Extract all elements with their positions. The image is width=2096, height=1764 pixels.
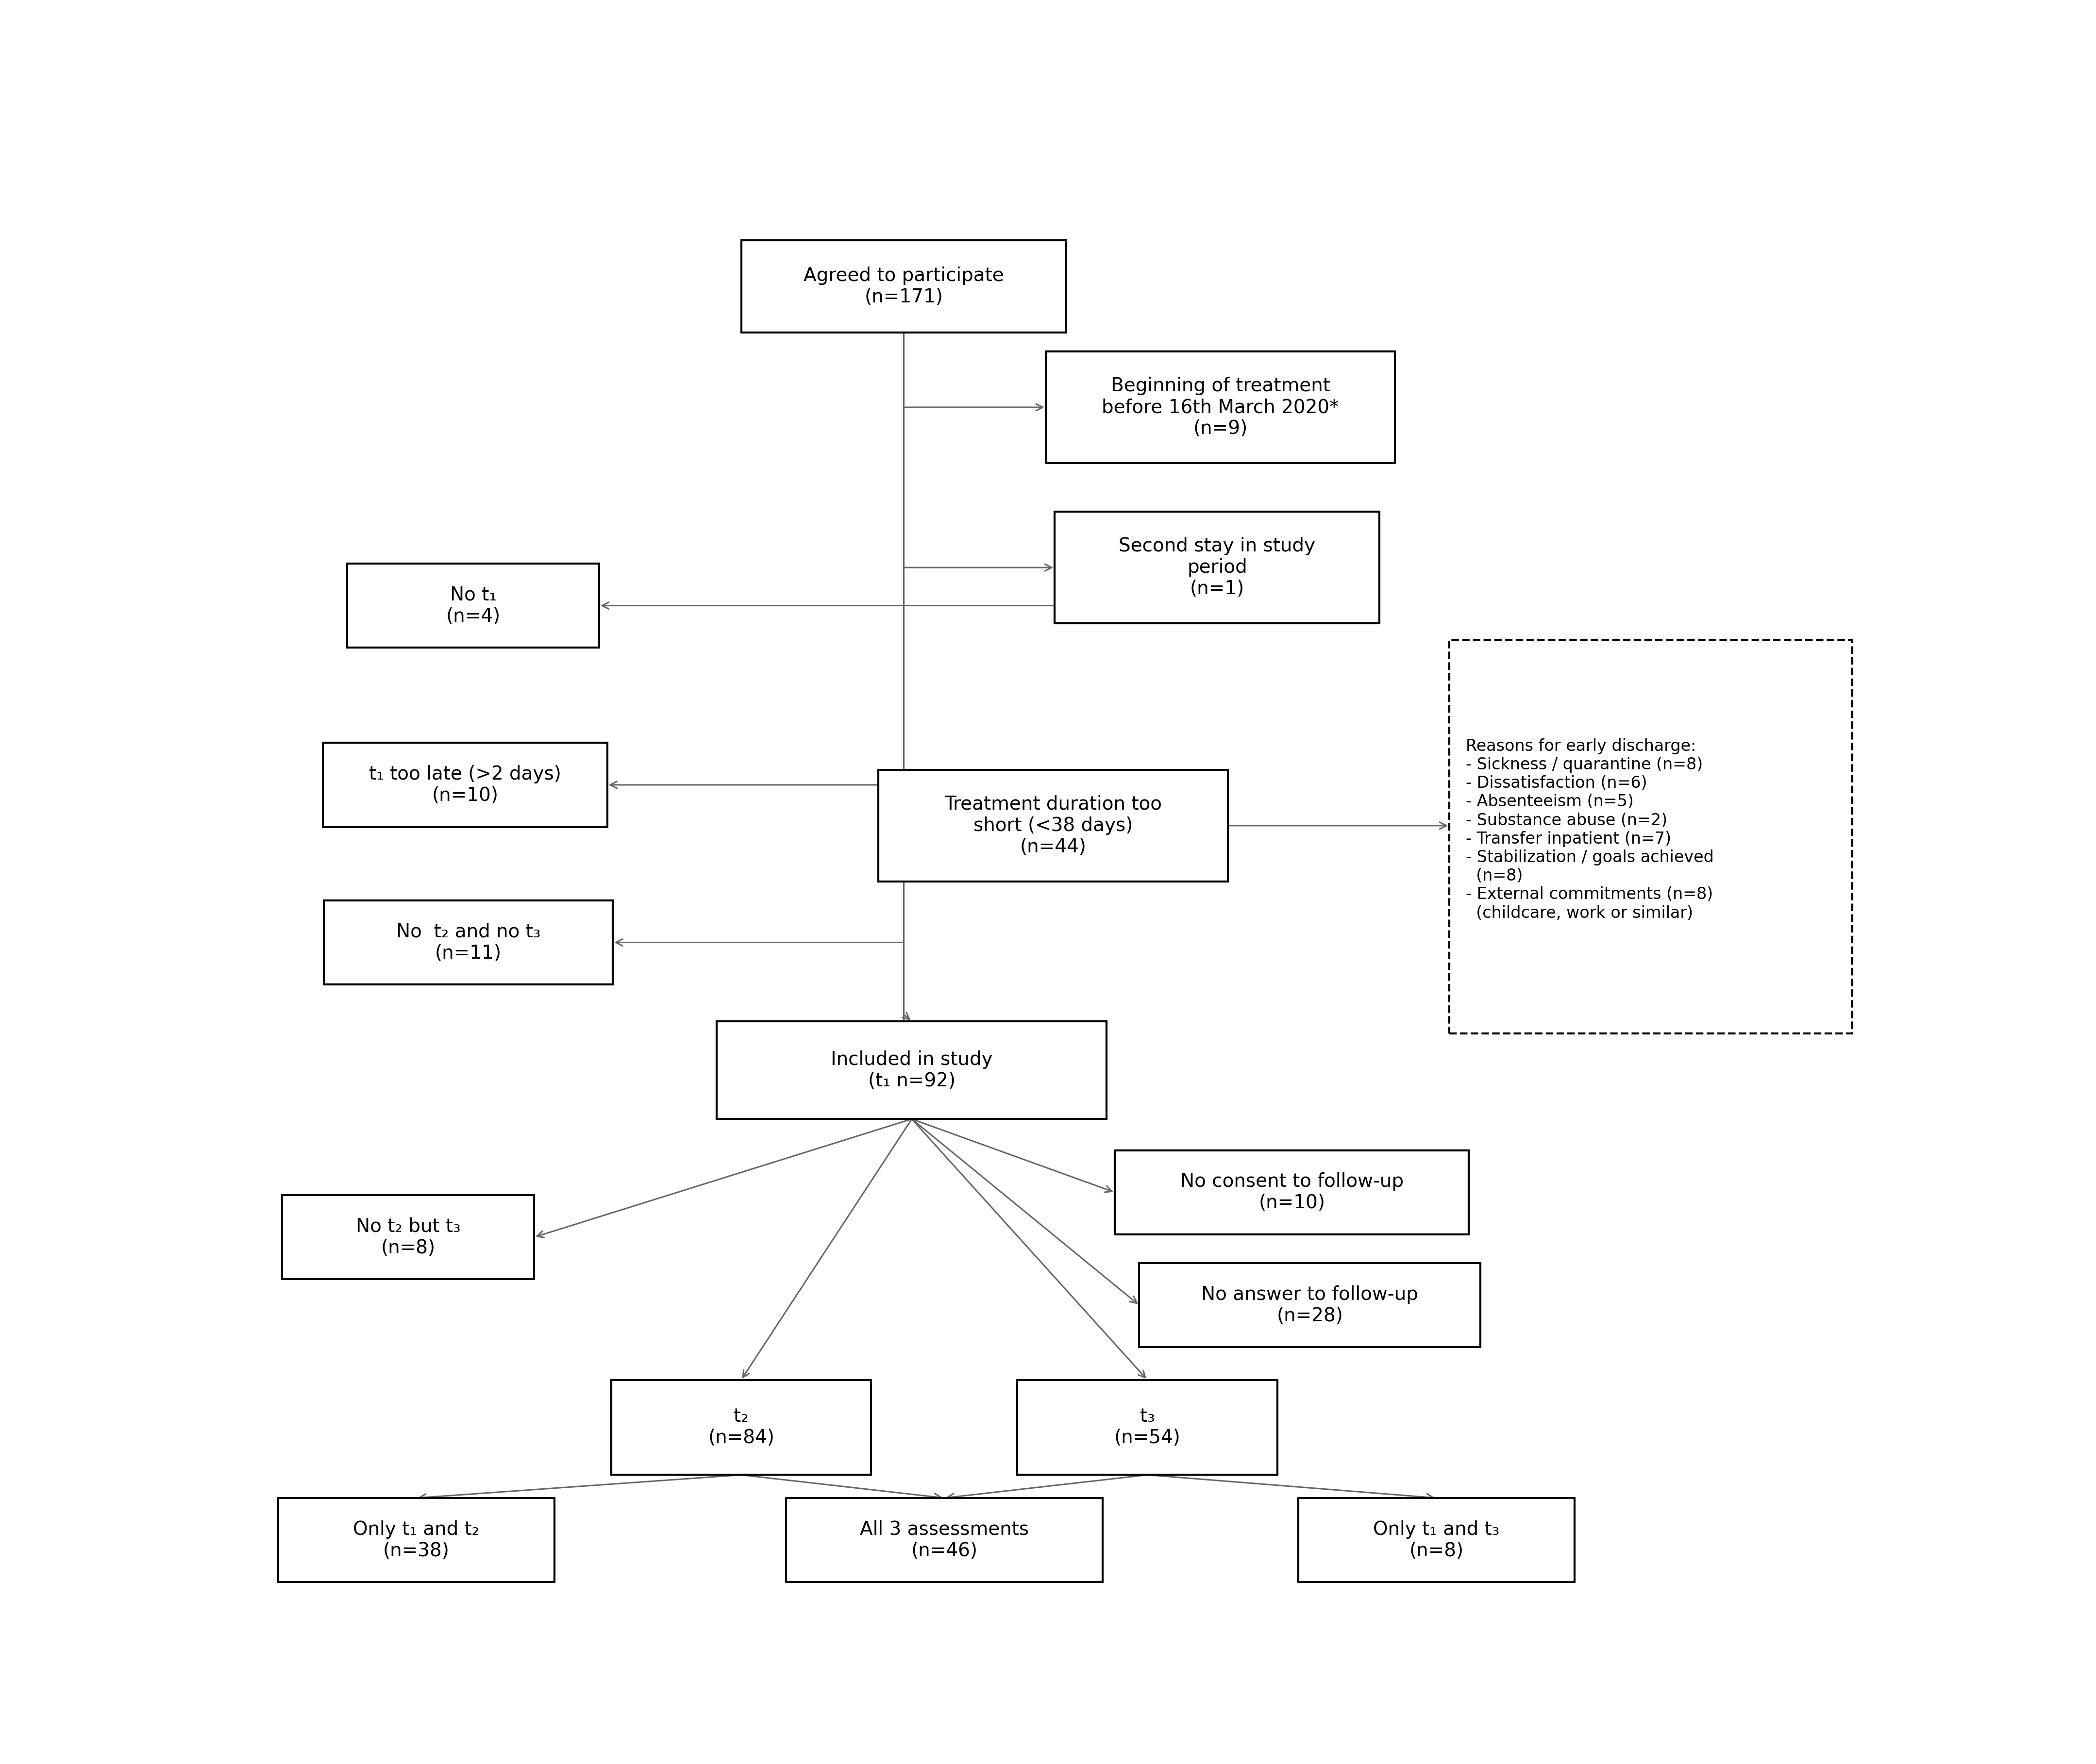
Text: Included in study
(t₁ n=92): Included in study (t₁ n=92) (830, 1050, 994, 1090)
FancyBboxPatch shape (1450, 640, 1853, 1034)
FancyBboxPatch shape (323, 900, 612, 984)
Text: No consent to follow-up
(n=10): No consent to follow-up (n=10) (1180, 1173, 1404, 1212)
Text: No answer to follow-up
(n=28): No answer to follow-up (n=28) (1201, 1286, 1419, 1325)
FancyBboxPatch shape (279, 1498, 553, 1582)
Text: Only t₁ and t₂
(n=38): Only t₁ and t₂ (n=38) (352, 1521, 480, 1559)
FancyBboxPatch shape (1054, 512, 1379, 623)
Text: Second stay in study
period
(n=1): Second stay in study period (n=1) (1119, 536, 1316, 598)
FancyBboxPatch shape (612, 1379, 872, 1475)
FancyBboxPatch shape (1017, 1379, 1276, 1475)
FancyBboxPatch shape (878, 769, 1228, 882)
Text: No t₂ but t₃
(n=8): No t₂ but t₃ (n=8) (356, 1217, 461, 1258)
Text: Only t₁ and t₃
(n=8): Only t₁ and t₃ (n=8) (1373, 1521, 1499, 1559)
Text: All 3 assessments
(n=46): All 3 assessments (n=46) (859, 1521, 1029, 1559)
Text: Agreed to participate
(n=171): Agreed to participate (n=171) (803, 266, 1004, 307)
Text: Treatment duration too
short (<38 days)
(n=44): Treatment duration too short (<38 days) … (945, 796, 1161, 856)
FancyBboxPatch shape (348, 563, 599, 647)
Text: t₂
(n=84): t₂ (n=84) (708, 1408, 773, 1446)
FancyBboxPatch shape (323, 743, 608, 827)
FancyBboxPatch shape (1140, 1263, 1480, 1348)
Text: No  t₂ and no t₃
(n=11): No t₂ and no t₃ (n=11) (396, 923, 541, 963)
Text: t₁ too late (>2 days)
(n=10): t₁ too late (>2 days) (n=10) (369, 766, 562, 804)
FancyBboxPatch shape (742, 240, 1067, 333)
Text: t₃
(n=54): t₃ (n=54) (1115, 1408, 1180, 1446)
FancyBboxPatch shape (283, 1194, 534, 1279)
Text: No t₁
(n=4): No t₁ (n=4) (446, 586, 501, 626)
FancyBboxPatch shape (1046, 351, 1396, 462)
FancyBboxPatch shape (1297, 1498, 1574, 1582)
FancyBboxPatch shape (717, 1021, 1107, 1118)
Text: Reasons for early discharge:
- Sickness / quarantine (n=8)
- Dissatisfaction (n=: Reasons for early discharge: - Sickness … (1465, 739, 1715, 921)
FancyBboxPatch shape (786, 1498, 1102, 1582)
FancyBboxPatch shape (1115, 1150, 1469, 1235)
Text: Beginning of treatment
before 16th March 2020*
(n=9): Beginning of treatment before 16th March… (1102, 377, 1339, 437)
